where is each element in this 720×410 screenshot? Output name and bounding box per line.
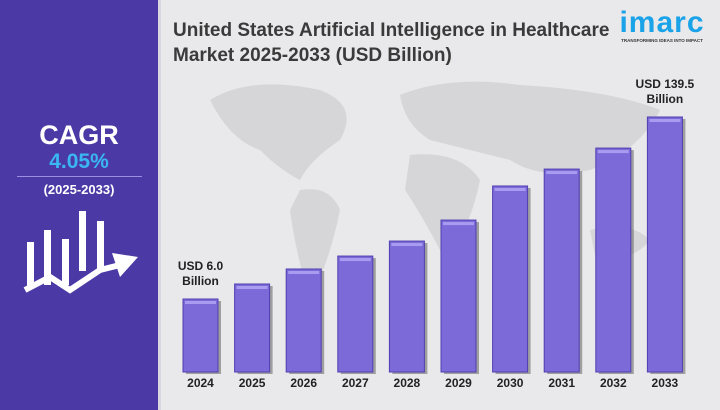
logo-wordmark: imarc (619, 6, 705, 39)
x-tick-label: 2024 (187, 376, 214, 390)
bar-highlight (185, 301, 216, 304)
chart-title: United States Artificial Intelligence in… (173, 20, 610, 66)
bar-2031 (543, 168, 580, 373)
cagr-period: (2025-2033) (43, 182, 115, 197)
data-label-line: Billion (646, 92, 684, 106)
bar-highlight (494, 187, 526, 191)
divider (17, 176, 142, 177)
bar-highlight (546, 171, 578, 175)
data-label-line: USD 139.5 (635, 77, 695, 91)
data-label-line: USD 6.0 (177, 259, 224, 273)
bar-2032 (595, 147, 632, 373)
bar-highlight (236, 286, 268, 290)
x-tick-label: 2029 (445, 376, 472, 390)
growth-chart-icon (23, 211, 138, 294)
bar-2027 (337, 255, 374, 373)
x-tick-label: 2031 (548, 376, 576, 390)
bar-highlight (649, 119, 681, 122)
bar-2029 (440, 219, 477, 373)
world-map-background (210, 81, 660, 300)
bar-highlight (288, 271, 320, 275)
data-label-line: Billion (182, 274, 219, 288)
data-label-2033: USD 139.5 Billion (622, 77, 707, 107)
x-tick-label: 2025 (238, 376, 266, 390)
cagr-panel: CAGR 4.05% (2025-2033) (0, 0, 161, 410)
x-tick-label: 2027 (341, 376, 369, 390)
logo-tagline: TRANSFORMING IDEAS INTO IMPACT (621, 38, 703, 43)
bar-highlight (443, 222, 474, 226)
bar-2025 (234, 283, 271, 373)
cagr-label: CAGR (39, 120, 119, 150)
data-label-2024: USD 6.0 Billion (158, 259, 243, 289)
x-tick-label: 2030 (496, 376, 524, 390)
bar-2030 (492, 185, 529, 373)
cagr-value: 4.05% (49, 150, 109, 173)
x-tick-label: 2026 (290, 376, 318, 390)
bar-2024 (182, 298, 219, 373)
bar-highlight (391, 243, 423, 247)
x-tick-label: 2028 (393, 376, 421, 390)
imarc-logo: imarc TRANSFORMING IDEAS INTO IMPACT (612, 6, 712, 44)
bar-2033 (646, 116, 683, 373)
x-tick-label: 2033 (651, 376, 679, 390)
bar-highlight (339, 258, 371, 262)
bar-2028 (388, 240, 425, 373)
bar-2026 (285, 268, 322, 373)
x-tick-label: 2032 (599, 376, 627, 390)
bar-highlight (597, 150, 629, 154)
